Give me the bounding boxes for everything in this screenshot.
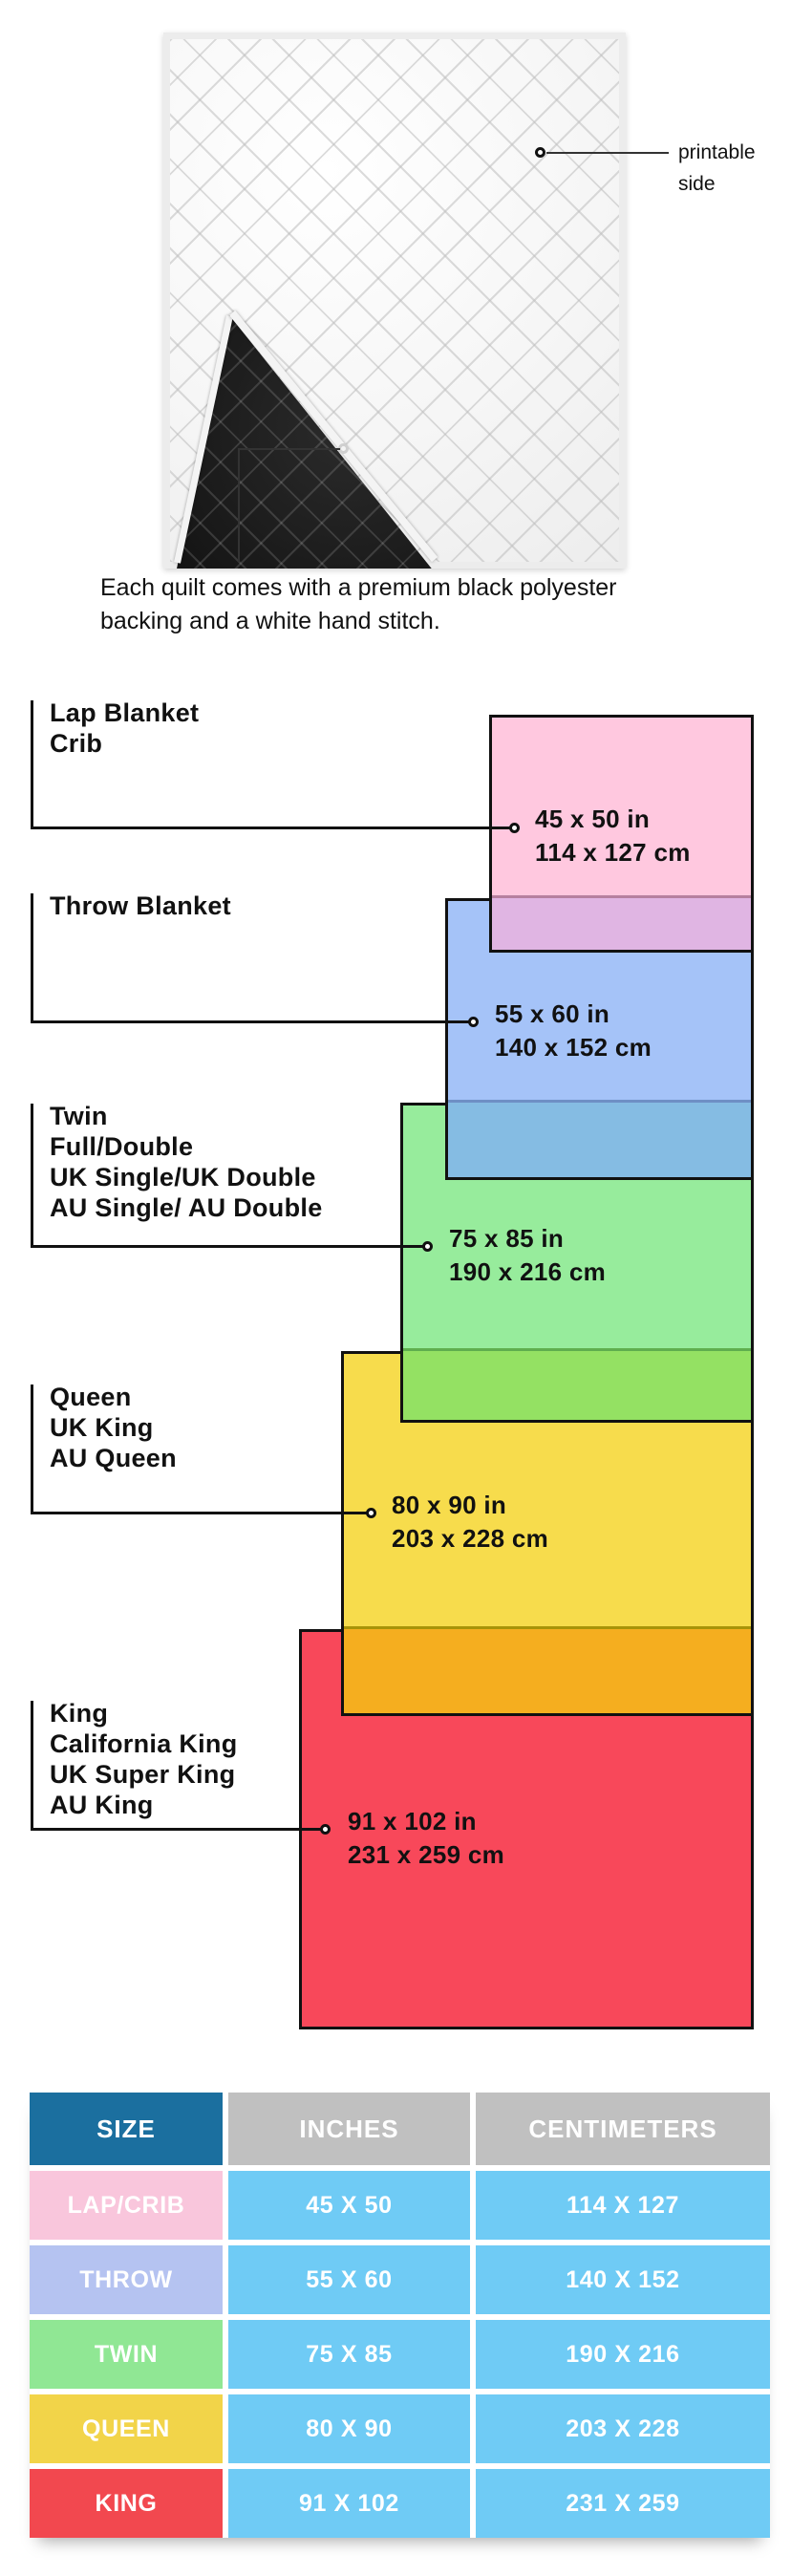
hero-caption-line1: Each quilt comes with a premium black po…: [100, 574, 617, 601]
bracket-queen-h: [31, 1512, 371, 1514]
table-row-throw-label: THROW: [30, 2245, 223, 2314]
measurement-queen-cm: 203 x 228 cm: [392, 1524, 549, 1553]
printable-side-marker-dot: [535, 147, 545, 158]
size-table: SIZE INCHES CENTIMETERS LAP/CRIB 45 X 50…: [30, 2093, 770, 2538]
bracket-twin-v: [31, 1104, 33, 1246]
table-row-twin-inches: 75 X 85: [228, 2320, 470, 2389]
overlap-band-twin-queen: [403, 1348, 751, 1420]
bracket-throw-h: [31, 1020, 473, 1023]
label-king: King California King UK Super King AU Ki…: [50, 1698, 238, 1820]
label-queen-line2: UK King: [50, 1413, 154, 1442]
twin-marker-dot: [422, 1241, 433, 1252]
measurement-lap-cm: 114 x 127 cm: [535, 838, 691, 867]
printable-side-leader-line: [546, 152, 669, 154]
table-row-queen-cm: 203 X 228: [476, 2394, 770, 2463]
overlap-band-lap-throw: [492, 895, 751, 950]
label-twin-line2: Full/Double: [50, 1132, 194, 1161]
table-row-throw-inches: 55 X 60: [228, 2245, 470, 2314]
table-row-twin-label: TWIN: [30, 2320, 223, 2389]
table-header-centimeters: CENTIMETERS: [476, 2093, 770, 2165]
table-header-size: SIZE: [30, 2093, 223, 2165]
measurement-throw-cm: 140 x 152 cm: [495, 1033, 652, 1062]
bracket-king-v: [31, 1701, 33, 1829]
label-lap-crib-line2: Crib: [50, 729, 103, 758]
label-queen-line1: Queen: [50, 1383, 132, 1411]
lap-marker-dot: [509, 823, 520, 833]
bracket-king-h: [31, 1828, 325, 1831]
measurement-king-cm: 231 x 259 cm: [348, 1840, 505, 1869]
measurement-lap-inches: 45 x 50 in: [535, 805, 651, 833]
measurement-throw-inches: 55 x 60 in: [495, 999, 610, 1028]
measurement-queen: 80 x 90 in 203 x 228 cm: [392, 1489, 548, 1556]
bracket-lap-v: [31, 700, 33, 827]
table-row-lap-label: LAP/CRIB: [30, 2171, 223, 2240]
table-row-lap-cm: 114 X 127: [476, 2171, 770, 2240]
label-lap-crib: Lap Blanket Crib: [50, 698, 199, 759]
measurement-king-inches: 91 x 102 in: [348, 1807, 477, 1835]
bracket-throw-v: [31, 893, 33, 1021]
label-king-line3: UK Super King: [50, 1760, 236, 1789]
label-twin-line4: AU Single/ AU Double: [50, 1193, 323, 1222]
table-header-inches: INCHES: [228, 2093, 470, 2165]
measurement-king: 91 x 102 in 231 x 259 cm: [348, 1805, 504, 1872]
measurement-lap: 45 x 50 in 114 x 127 cm: [535, 803, 691, 869]
hero-caption: Each quilt comes with a premium black po…: [100, 571, 617, 638]
backing-leader-line-v: [238, 448, 240, 562]
table-row-king-cm: 231 X 259: [476, 2469, 770, 2538]
table-row-throw-cm: 140 X 152: [476, 2245, 770, 2314]
table-row-lap-inches: 45 X 50: [228, 2171, 470, 2240]
label-queen-line3: AU Queen: [50, 1444, 177, 1472]
label-twin: Twin Full/Double UK Single/UK Double AU …: [50, 1101, 323, 1223]
table-row-king-inches: 91 X 102: [228, 2469, 470, 2538]
measurement-twin-cm: 190 x 216 cm: [449, 1257, 607, 1286]
bracket-twin-h: [31, 1245, 427, 1248]
table-row-queen-inches: 80 X 90: [228, 2394, 470, 2463]
printable-side-label-line2: side: [678, 173, 716, 195]
table-row-queen-label: QUEEN: [30, 2394, 223, 2463]
queen-marker-dot: [366, 1508, 376, 1518]
printable-side-label-line1: printable: [678, 141, 756, 163]
table-row-twin-cm: 190 X 216: [476, 2320, 770, 2389]
label-king-line1: King: [50, 1699, 109, 1728]
label-throw: Throw Blanket: [50, 891, 231, 921]
printable-side-label: printable side: [678, 137, 756, 200]
measurement-queen-inches: 80 x 90 in: [392, 1491, 507, 1519]
label-lap-crib-line1: Lap Blanket: [50, 698, 200, 727]
label-king-line2: California King: [50, 1729, 238, 1758]
bracket-queen-v: [31, 1385, 33, 1513]
label-twin-line1: Twin: [50, 1102, 108, 1130]
backing-leader-line-h: [238, 448, 340, 450]
label-king-line4: AU King: [50, 1791, 154, 1819]
size-rect-lap-crib: [489, 715, 754, 953]
king-marker-dot: [320, 1824, 331, 1835]
label-twin-line3: UK Single/UK Double: [50, 1163, 316, 1191]
measurement-twin-inches: 75 x 85 in: [449, 1224, 565, 1253]
table-row-king-label: KING: [30, 2469, 223, 2538]
measurement-twin: 75 x 85 in 190 x 216 cm: [449, 1222, 606, 1289]
overlap-band-queen-king: [344, 1626, 751, 1713]
overlap-band-throw-twin: [448, 1100, 751, 1177]
bracket-lap-h: [31, 826, 514, 829]
label-throw-line1: Throw Blanket: [50, 891, 231, 920]
hero-caption-line2: backing and a white hand stitch.: [100, 608, 440, 634]
label-queen: Queen UK King AU Queen: [50, 1382, 177, 1473]
throw-marker-dot: [468, 1017, 479, 1027]
measurement-throw: 55 x 60 in 140 x 152 cm: [495, 998, 652, 1064]
